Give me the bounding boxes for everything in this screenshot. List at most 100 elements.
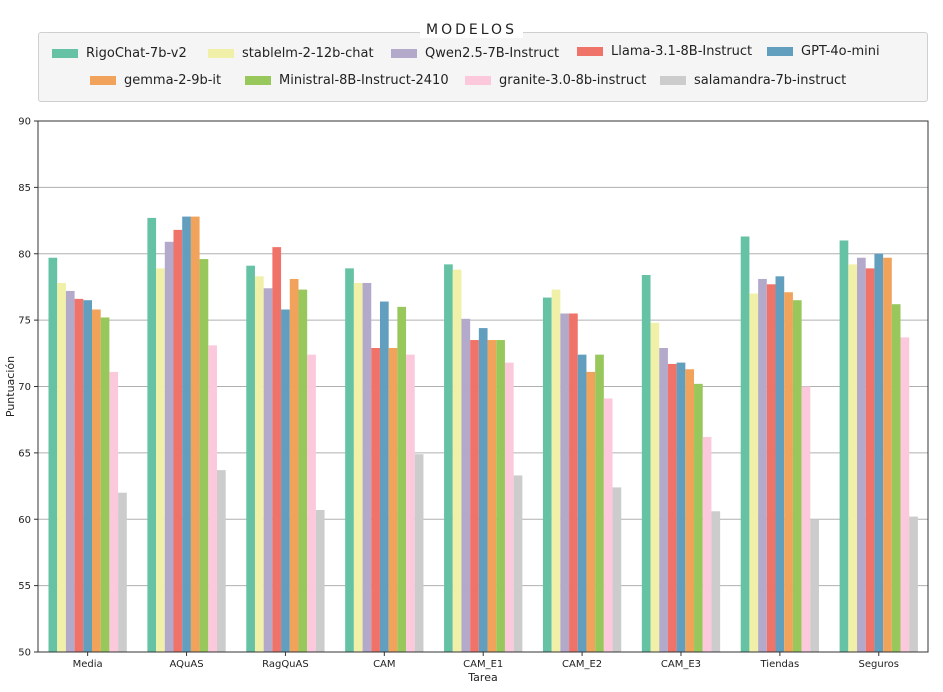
bar: [577, 354, 587, 652]
bar: [379, 301, 389, 652]
legend-swatch: [465, 76, 491, 85]
bar: [109, 371, 119, 652]
bar: [891, 304, 901, 652]
bar: [397, 306, 407, 652]
y-tick-label: 70: [18, 382, 31, 393]
bar: [857, 257, 866, 652]
bar: [83, 300, 92, 652]
bar: [216, 470, 226, 652]
x-tick-label: AQuAS: [170, 659, 204, 670]
bar: [909, 516, 918, 652]
bar: [603, 398, 613, 652]
bar: [839, 240, 849, 652]
bar: [513, 475, 523, 652]
bar: [496, 340, 505, 652]
bar: [118, 492, 127, 652]
bar: [315, 509, 325, 652]
bar: [48, 257, 58, 652]
legend-label: salamandra-7b-instruct: [694, 73, 847, 88]
legend-label: GPT-4o-mini: [801, 44, 880, 59]
bar: [667, 363, 677, 652]
y-tick-label: 75: [18, 316, 31, 327]
bar: [307, 354, 316, 652]
legend-label: Llama-3.1-8B-Instruct: [611, 44, 753, 59]
bar: [900, 337, 910, 652]
bar: [164, 241, 174, 653]
bar: [147, 217, 157, 652]
bar: [414, 454, 424, 652]
x-axis-label: Tarea: [467, 671, 497, 684]
bar: [254, 276, 264, 652]
legend-entry: Ministral-8B-Instruct-2410: [245, 73, 449, 88]
bar: [190, 216, 200, 652]
legend-label: gemma-2-9b-it: [124, 73, 222, 88]
bar: [702, 436, 712, 652]
bar: [749, 293, 759, 652]
legend-entry: gemma-2-9b-it: [90, 73, 221, 88]
bar: [612, 487, 622, 652]
bar: [65, 290, 75, 652]
bar: [208, 345, 217, 652]
bar: [345, 268, 354, 652]
y-tick-label: 80: [18, 249, 31, 260]
legend-label: RigoChat-7b-v2: [86, 46, 187, 61]
bar: [199, 259, 209, 652]
bar: [694, 383, 703, 652]
y-tick-label: 90: [18, 117, 31, 128]
legend-title: MODELOS: [0, 22, 943, 38]
legend-swatch: [90, 76, 116, 85]
legend-swatch: [208, 49, 234, 58]
legend-swatch: [245, 76, 271, 85]
bar: [478, 328, 488, 652]
bar: [848, 264, 858, 652]
x-tick-label: CAM: [373, 659, 395, 670]
bar: [57, 282, 66, 652]
bar: [406, 354, 415, 652]
bar: [758, 278, 767, 652]
bar: [740, 236, 750, 652]
bar: [883, 257, 892, 652]
x-tick-label: Media: [73, 659, 103, 670]
bar: [470, 340, 479, 652]
bar: [289, 278, 299, 652]
bar: [595, 354, 604, 652]
bar: [452, 269, 462, 652]
legend-swatch: [52, 49, 78, 58]
bar: [865, 268, 875, 652]
bar: [272, 247, 282, 653]
bar: [487, 340, 497, 652]
bar: [810, 519, 820, 652]
legend-entry: stablelm-2-12b-chat: [208, 46, 374, 61]
bar: [874, 253, 884, 652]
bar: [685, 369, 695, 652]
y-axis-label: Puntuación: [4, 356, 17, 417]
x-tick-label: Seguros: [859, 659, 899, 670]
x-tick-label: CAM_E2: [562, 659, 602, 670]
bar: [353, 282, 363, 652]
x-tick-label: CAM_E1: [463, 659, 503, 670]
bar: [659, 348, 668, 652]
legend-label: stablelm-2-12b-chat: [242, 46, 374, 61]
legend-label: Ministral-8B-Instruct-2410: [279, 73, 449, 88]
bar: [676, 362, 686, 652]
legend-entry: RigoChat-7b-v2: [52, 46, 187, 61]
bar: [801, 386, 811, 652]
bar: [298, 289, 308, 652]
bar: [775, 276, 785, 652]
legend-swatch: [577, 47, 603, 56]
legend-entry: salamandra-7b-instruct: [660, 73, 846, 88]
bar: [92, 309, 101, 652]
bar: [246, 265, 255, 652]
legend-entry: granite-3.0-8b-instruct: [465, 73, 646, 88]
y-tick-label: 65: [18, 448, 31, 459]
legend-swatch: [660, 76, 686, 85]
x-tick-label: RagQuAS: [262, 659, 309, 670]
bar: [74, 298, 84, 652]
bar: [444, 264, 453, 652]
bar: [551, 289, 561, 652]
bar: [388, 348, 398, 652]
bar: [371, 348, 380, 652]
y-tick-label: 85: [18, 183, 31, 194]
bar: [156, 268, 165, 652]
